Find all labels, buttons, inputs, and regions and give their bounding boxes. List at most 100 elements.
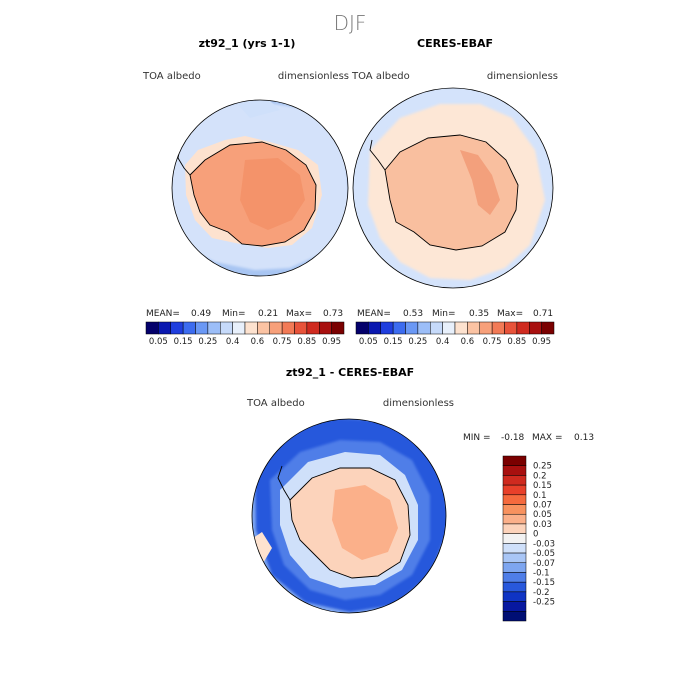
panel-model-units: dimensionless — [278, 71, 349, 82]
map-model-land-core — [240, 158, 305, 230]
stats-obs-mean-label: MEAN= — [357, 309, 391, 319]
colorbar-model-swatch — [244, 321, 258, 335]
map-model-light-patch — [230, 100, 280, 118]
stats-model-mean-label: MEAN= — [146, 309, 180, 319]
colorbar-model-swatch — [306, 321, 320, 335]
stats-obs-min-label: Min= — [432, 309, 456, 319]
colorbar-model-swatch — [158, 321, 171, 335]
colorbar-obs-swatch — [417, 321, 431, 335]
colorbar-model-tick-label: 0.15 — [174, 337, 193, 347]
colorbar-diff-tick-label: -0.07 — [533, 559, 555, 569]
panel-obs-variable: TOA albedo — [351, 71, 410, 82]
colorbar-diff-swatch — [502, 552, 527, 564]
map-model-frame — [171, 99, 349, 277]
colorbar-model: 0.05 0.15 0.25 0.4 0.6 0.75 0.85 0.95 — [145, 321, 345, 347]
colorbar-model-swatch — [294, 321, 308, 335]
colorbar-obs-tick-label: 0.15 — [384, 337, 403, 347]
colorbar-diff-tick-label: 0.25 — [533, 462, 552, 472]
colorbar-obs-swatch — [479, 321, 493, 335]
colorbar-diff-swatch — [502, 533, 527, 544]
colorbar-model-tick-label: 0.6 — [251, 337, 265, 347]
stats-obs-max: 0.71 — [533, 309, 553, 319]
map-diff-warm-core — [332, 485, 398, 560]
colorbar-diff-swatch — [502, 494, 527, 505]
stats-model-min: 0.21 — [258, 309, 278, 319]
map-obs-ridge — [460, 150, 500, 215]
panel-obs: CERES-EBAF TOA albedo dimensionless — [351, 37, 558, 289]
panel-diff-variable: TOA albedo — [246, 398, 305, 409]
colorbar-diff-swatch — [502, 591, 527, 602]
colorbar-obs-swatch — [380, 321, 394, 335]
colorbar-obs-swatch — [430, 321, 443, 335]
colorbar-diff-tick-label: 0.05 — [533, 510, 552, 520]
diff-min-label: MIN = — [463, 433, 491, 443]
panel-model-variable: TOA albedo — [142, 71, 201, 82]
colorbar-model-swatch — [269, 321, 283, 335]
map-diff-peninsula — [277, 465, 291, 501]
colorbar-diff-swatch — [502, 504, 527, 515]
colorbar-obs-swatch — [491, 321, 505, 335]
colorbar-model-tick-label: 0.75 — [273, 337, 292, 347]
panel-model-title: zt92_1 (yrs 1-1) — [199, 37, 296, 50]
colorbar-model-tick-label: 0.05 — [149, 337, 168, 347]
diff-max-value: 0.13 — [574, 433, 594, 443]
colorbar-model-swatch — [195, 321, 209, 335]
colorbar-diff-tick-label: -0.03 — [533, 539, 555, 549]
colorbar-obs-swatch — [541, 321, 555, 335]
panel-obs-title: CERES-EBAF — [417, 37, 493, 50]
colorbar-diff-tick-label: -0.05 — [533, 549, 555, 559]
colorbar-diff-tick-label: 0.03 — [533, 520, 552, 530]
map-diff — [252, 419, 446, 613]
colorbar-obs-swatch — [392, 321, 406, 335]
colorbar-model-swatch — [257, 321, 270, 335]
colorbar-diff-tick-label: -0.1 — [533, 568, 550, 578]
map-obs-peninsula — [369, 139, 386, 171]
colorbar-obs-swatch — [504, 321, 518, 335]
map-obs-land — [384, 134, 519, 251]
colorbar-model-swatch — [232, 321, 246, 335]
colorbar-diff-tick-label: 0.1 — [533, 491, 547, 501]
diff-max-label: MAX = — [532, 433, 563, 443]
colorbar-model-swatch — [207, 321, 221, 335]
colorbar-diff-swatch — [502, 465, 527, 476]
diff-min-value: -0.18 — [501, 433, 525, 443]
colorbar-diff-swatch — [502, 581, 527, 593]
colorbar-model-tick-label: 0.4 — [226, 337, 240, 347]
map-diff-frame — [251, 418, 447, 614]
colorbar-obs-tick-label: 0.85 — [507, 337, 526, 347]
colorbar-model-tick-label: 0.95 — [322, 337, 341, 347]
colorbar-model-swatch — [145, 321, 159, 335]
colorbar-diff-tick-label: -0.15 — [533, 578, 555, 588]
panel-model: zt92_1 (yrs 1-1) TOA albedo dimensionles… — [142, 37, 349, 277]
colorbar-model-swatch — [319, 321, 332, 335]
stats-model-max-label: Max= — [286, 309, 312, 319]
map-obs-frame — [352, 87, 554, 289]
stats-model-max: 0.73 — [323, 309, 343, 319]
colorbar-model-swatch — [281, 321, 295, 335]
colorbar-obs-tick-label: 0.95 — [532, 337, 551, 347]
colorbar-model-swatch — [220, 321, 233, 335]
colorbar-model-swatch — [331, 321, 345, 335]
colorbar-diff-swatch — [502, 475, 527, 486]
stats-obs-mean: 0.53 — [403, 309, 423, 319]
season-title: DJF — [334, 11, 367, 35]
colorbar-obs-swatch — [454, 321, 468, 335]
stats-model-min-label: Min= — [222, 309, 246, 319]
colorbar-obs-swatch — [442, 321, 456, 335]
colorbar-obs-swatch — [405, 321, 419, 335]
colorbar-diff-tick-label: 0.07 — [533, 501, 552, 511]
stats-obs: MEAN= 0.53 Min= 0.35 Max= 0.71 — [357, 309, 553, 319]
colorbar-diff-swatch — [502, 611, 527, 622]
colorbar-diff-tick-label: 0.2 — [533, 471, 547, 481]
colorbar-obs: 0.05 0.15 0.25 0.4 0.6 0.75 0.85 0.95 — [355, 321, 555, 347]
colorbar-obs-swatch — [529, 321, 542, 335]
map-obs — [353, 88, 553, 288]
colorbar-diff-swatch — [502, 543, 527, 554]
stats-obs-min: 0.35 — [469, 309, 489, 319]
map-model — [172, 100, 348, 276]
stats-obs-max-label: Max= — [497, 309, 523, 319]
panel-diff: zt92_1 - CERES-EBAF TOA albedo dimension… — [246, 366, 594, 614]
colorbar-diff-swatch — [502, 523, 527, 534]
colorbar-obs-swatch — [355, 321, 369, 335]
